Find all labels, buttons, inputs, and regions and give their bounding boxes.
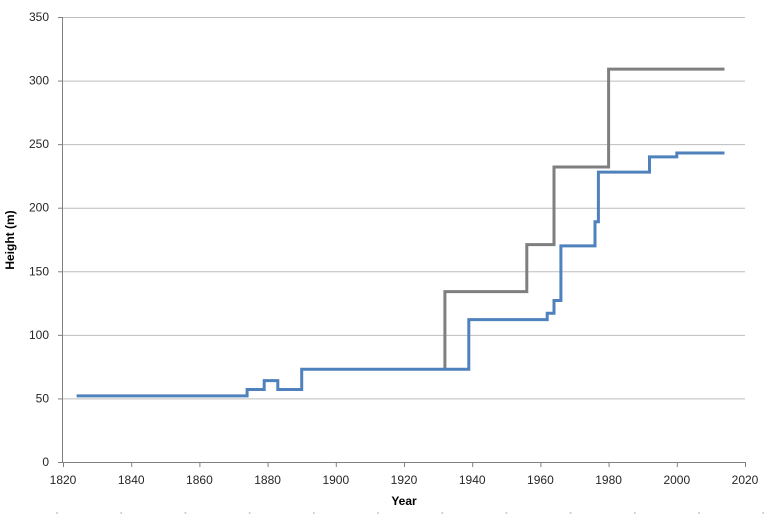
page-dot	[633, 512, 636, 514]
x-tick-label: 1960	[527, 473, 554, 487]
page-dot	[248, 512, 251, 514]
page-dot	[698, 512, 700, 514]
y-tick-label: 250	[29, 137, 49, 151]
x-axis-title: Year	[391, 494, 417, 508]
x-tick-label: 1840	[118, 473, 145, 487]
y-tick-label: 150	[29, 264, 49, 278]
series-line-blue	[76, 151, 725, 398]
y-tick-label: 50	[36, 391, 50, 405]
y-tick-label: 0	[42, 455, 49, 469]
page-dot	[377, 512, 379, 514]
page-dot	[441, 512, 444, 514]
page-dot	[569, 512, 572, 514]
x-tick-label: 2020	[732, 473, 759, 487]
x-tick-label: 1860	[186, 473, 213, 487]
x-tick-label: 1880	[254, 473, 281, 487]
x-tick-label: 1940	[459, 473, 486, 487]
y-tick-label: 100	[29, 328, 49, 342]
series-line-gray	[443, 67, 725, 370]
page-dot	[184, 512, 187, 514]
y-tick-label: 200	[29, 201, 49, 215]
page-dot	[312, 512, 315, 514]
x-tick-label: 1820	[50, 473, 77, 487]
x-tick-label: 2000	[663, 473, 690, 487]
x-tick-label: 1900	[322, 473, 349, 487]
x-tick-label: 1980	[595, 473, 622, 487]
page-dot	[56, 512, 58, 514]
page-dot	[120, 512, 123, 514]
page-dot	[505, 512, 508, 514]
x-tick-label: 1920	[391, 473, 418, 487]
y-axis-title: Height (m)	[3, 210, 17, 269]
y-tick-label: 350	[29, 10, 49, 24]
page-dot	[762, 512, 765, 514]
y-tick-label: 300	[29, 74, 49, 88]
plot-area: 0 50 100 150 200 250 300 350 1820 1840 1860 1880 190…	[29, 10, 765, 514]
